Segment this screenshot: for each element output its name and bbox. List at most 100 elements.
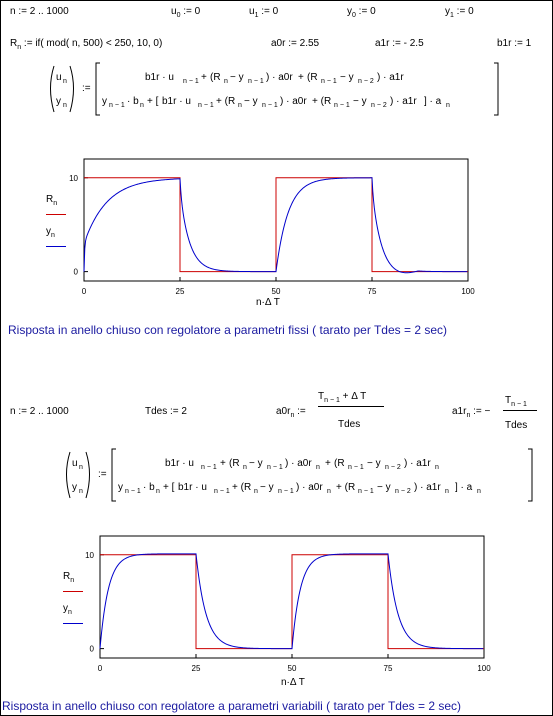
- a1r-n-denominator: Tdes: [505, 420, 528, 431]
- y1-def: y1 := 0: [445, 6, 474, 19]
- svg-text:− y: − y: [249, 458, 263, 469]
- svg-text:n − 2: n − 2: [385, 464, 401, 471]
- Rn-def: Rn := if( mod( n, 500) < 250, 10, 0): [10, 38, 163, 51]
- svg-text:· b: · b: [127, 96, 139, 107]
- a1r-n-fraction-bar: [503, 410, 537, 411]
- svg-text:+ [: + [: [147, 96, 159, 107]
- svg-text:n: n: [79, 488, 83, 495]
- svg-text:b1r · u: b1r · u: [162, 96, 191, 107]
- svg-text:n: n: [79, 464, 83, 471]
- svg-text:y: y: [56, 96, 61, 107]
- a1r-def: a1r := - 2.5: [375, 38, 424, 49]
- y0-def: y0 := 0: [347, 6, 376, 19]
- svg-text:− y: − y: [260, 482, 274, 493]
- svg-text:(R: (R: [229, 458, 240, 469]
- legend-R-swatch-2: [63, 591, 83, 592]
- svg-text:) · a1r: ) · a1r: [414, 482, 441, 493]
- legend-y-swatch-2: [63, 623, 83, 624]
- svg-text:b1r · u: b1r · u: [165, 458, 194, 469]
- series-R-line: [84, 177, 468, 273]
- legend-R-swatch: [46, 214, 66, 215]
- x-tick-label: 0: [98, 664, 103, 673]
- svg-text:+ (R: + (R: [232, 482, 251, 493]
- svg-text:n − 1: n − 1: [278, 488, 294, 495]
- svg-text:] · a: ] · a: [455, 482, 473, 493]
- a0r-n-denominator: Tdes: [338, 419, 361, 430]
- svg-text:n: n: [156, 488, 160, 495]
- svg-text:n: n: [243, 464, 247, 471]
- svg-text:n − 1: n − 1: [262, 102, 278, 109]
- legend-y-swatch: [46, 246, 66, 247]
- svg-text:(R: (R: [210, 72, 221, 83]
- legend-y: yn: [46, 226, 55, 239]
- svg-text:n − 2: n − 2: [371, 102, 387, 109]
- svg-text:b1r · u: b1r · u: [178, 482, 207, 493]
- svg-text:n − 1: n − 1: [334, 102, 350, 109]
- svg-text:− y: − y: [340, 72, 354, 83]
- legend-R: Rn: [46, 194, 58, 207]
- a1r-n-def: a1rn := −: [452, 406, 491, 419]
- x-tick-label: 0: [82, 287, 87, 296]
- tdes-def: Tdes := 2: [145, 406, 187, 417]
- svg-text:n − 1: n − 1: [358, 488, 374, 495]
- svg-text:y: y: [102, 96, 107, 107]
- a0r-n-def: a0rn :=: [276, 406, 306, 419]
- svg-text:) · a1r: ) · a1r: [377, 72, 404, 83]
- y-tick-label: 10: [69, 174, 78, 183]
- y-tick-label: 10: [85, 551, 94, 560]
- svg-text:n − 1: n − 1: [201, 464, 217, 471]
- chart2-xlabel: n·Δ T: [281, 677, 305, 688]
- x-tick-label: 75: [384, 664, 393, 673]
- svg-text:) · a0r: ) · a0r: [285, 458, 312, 469]
- svg-text:u: u: [56, 72, 62, 83]
- svg-text:+ (R: + (R: [312, 96, 331, 107]
- svg-text:n − 1: n − 1: [267, 464, 283, 471]
- x-tick-label: 25: [192, 664, 201, 673]
- x-tick-label: 75: [368, 287, 377, 296]
- x-tick-label: 25: [176, 287, 185, 296]
- series-y-line: [83, 177, 468, 274]
- svg-text:(R: (R: [307, 72, 318, 83]
- svg-text:+: +: [201, 72, 207, 83]
- svg-text:n − 1: n − 1: [248, 78, 264, 85]
- svg-text:n − 1: n − 1: [125, 488, 141, 495]
- svg-text:] · a: ] · a: [424, 96, 442, 107]
- svg-text:− y: − y: [377, 482, 391, 493]
- svg-text:− y: − y: [353, 96, 367, 107]
- chart1-xlabel: n·Δ T: [256, 297, 280, 308]
- svg-text::=: :=: [82, 83, 91, 94]
- u0-def: u0 := 0: [171, 6, 201, 19]
- n-range-def-2: n := 2 .. 1000: [10, 406, 69, 417]
- svg-text:− y: − y: [230, 72, 244, 83]
- svg-text:+: +: [325, 458, 331, 469]
- a0r-n-fraction-bar: [318, 406, 384, 407]
- svg-text:n: n: [224, 78, 228, 85]
- svg-text:) · a0r: ) · a0r: [296, 482, 323, 493]
- svg-text:y: y: [72, 482, 77, 493]
- svg-text:n: n: [140, 102, 144, 109]
- svg-text:n: n: [316, 464, 320, 471]
- svg-text:n − 1: n − 1: [183, 78, 199, 85]
- svg-text:n: n: [445, 488, 449, 495]
- svg-text:n: n: [327, 488, 331, 495]
- svg-text:+ (R: + (R: [216, 96, 235, 107]
- n-range-def: n := 2 .. 1000: [10, 6, 69, 17]
- svg-text:y: y: [118, 482, 123, 493]
- svg-text:n: n: [254, 488, 258, 495]
- caption-variable: Risposta in anello chiuso con regolatore…: [2, 699, 462, 713]
- svg-text:) · a1r: ) · a1r: [390, 96, 417, 107]
- svg-text:n − 2: n − 2: [358, 78, 374, 85]
- svg-text:b1r · u: b1r · u: [145, 72, 174, 83]
- svg-text:n: n: [446, 102, 450, 109]
- svg-text:n: n: [63, 78, 67, 85]
- svg-text:− y: − y: [244, 96, 258, 107]
- legend-y-2: yn: [63, 603, 72, 616]
- svg-text:− y: − y: [367, 458, 381, 469]
- a0r-def: a0r := 2.55: [271, 38, 320, 49]
- svg-text:n − 2: n − 2: [395, 488, 411, 495]
- series-R-line: [100, 554, 484, 650]
- y-tick-label: 0: [90, 645, 95, 654]
